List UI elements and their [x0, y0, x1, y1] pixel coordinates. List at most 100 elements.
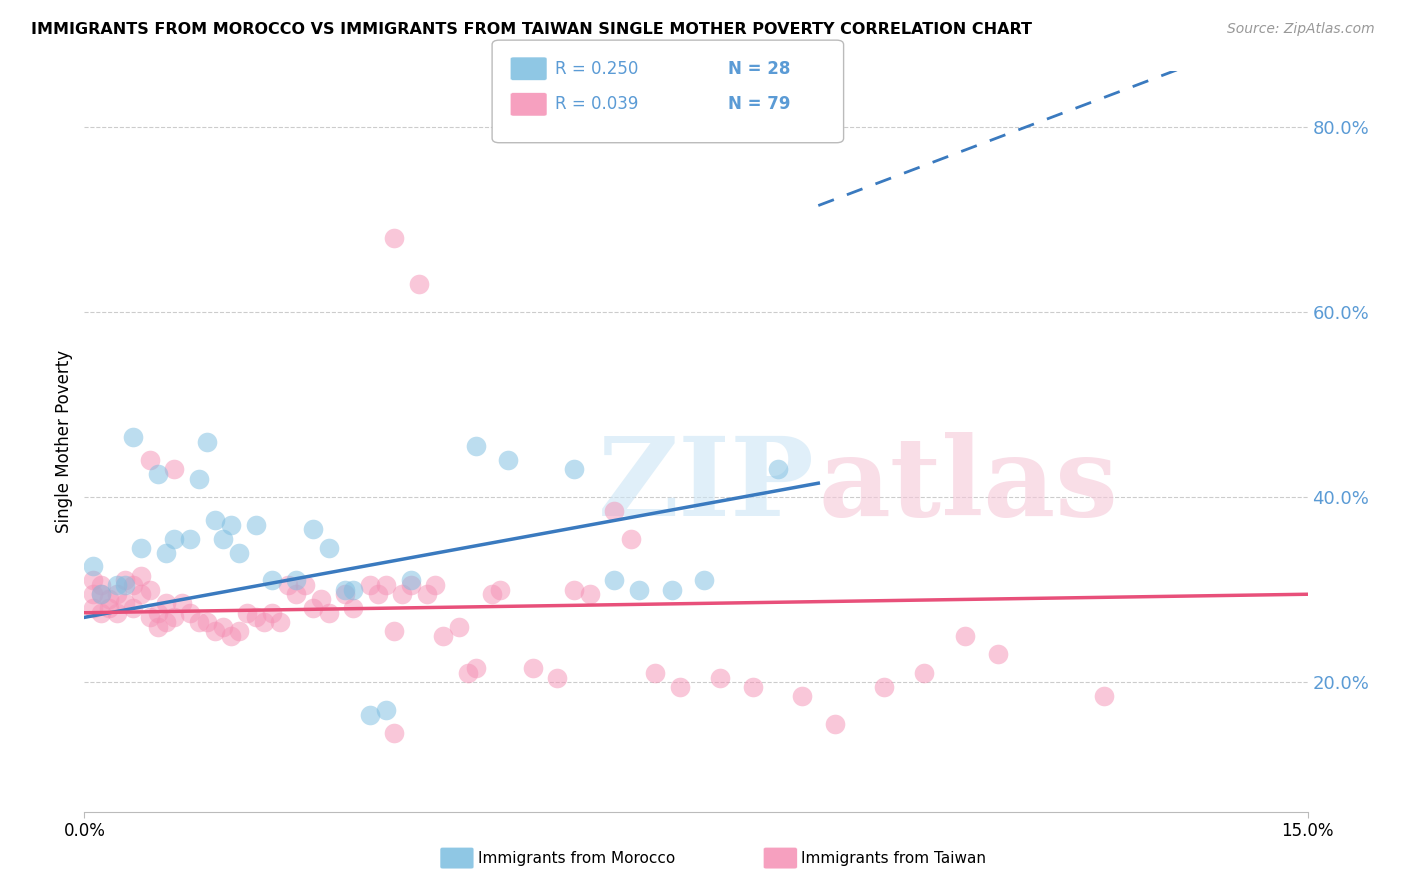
Point [416, 587, 439, 601]
Point [131, 587, 153, 601]
Point [172, 597, 194, 611]
Point [228, 545, 250, 560]
Point [138, 610, 160, 624]
Point [375, 578, 398, 592]
Point [285, 587, 308, 601]
Point [399, 574, 422, 588]
Point [195, 615, 218, 629]
Y-axis label: Single Mother Poverty: Single Mother Poverty [55, 350, 73, 533]
Point [335, 587, 357, 601]
Point [204, 624, 226, 639]
Point [335, 582, 357, 597]
Point [253, 615, 276, 629]
Point [457, 665, 479, 680]
Point [105, 578, 128, 592]
Point [603, 574, 626, 588]
Point [620, 532, 643, 546]
Point [105, 606, 128, 620]
Point [709, 671, 731, 685]
Point [163, 610, 186, 624]
Point [464, 439, 486, 453]
Point [245, 610, 267, 624]
Point [187, 615, 209, 629]
Point [122, 430, 145, 444]
Point [294, 578, 316, 592]
Point [301, 601, 323, 615]
Point [163, 462, 186, 476]
Point [138, 582, 160, 597]
Point [391, 587, 413, 601]
Point [498, 453, 520, 467]
Point [228, 624, 250, 639]
Point [204, 513, 226, 527]
Point [114, 578, 136, 592]
Point [742, 680, 765, 694]
Point [245, 517, 267, 532]
Point [269, 615, 291, 629]
Point [318, 541, 340, 555]
Point [367, 587, 389, 601]
Point [603, 504, 626, 518]
Point [309, 591, 332, 606]
Point [90, 587, 112, 601]
Point [285, 574, 308, 588]
Point [579, 587, 602, 601]
Point [260, 574, 283, 588]
Point [399, 578, 422, 592]
Point [155, 597, 177, 611]
Point [382, 624, 405, 639]
Point [90, 587, 112, 601]
Point [155, 545, 177, 560]
Point [489, 582, 512, 597]
Text: atlas: atlas [818, 433, 1118, 540]
Text: N = 79: N = 79 [728, 95, 790, 113]
Point [375, 703, 398, 717]
Text: ZIP: ZIP [598, 433, 815, 540]
Point [114, 574, 136, 588]
Point [97, 601, 120, 615]
Point [97, 591, 120, 606]
Point [342, 582, 364, 597]
Point [693, 574, 716, 588]
Point [82, 587, 104, 601]
Point [382, 726, 405, 740]
Point [301, 523, 323, 537]
Point [187, 471, 209, 485]
Point [131, 541, 153, 555]
Point [953, 629, 976, 643]
Text: Immigrants from Morocco: Immigrants from Morocco [478, 851, 675, 865]
Point [872, 680, 894, 694]
Point [219, 629, 242, 643]
Point [661, 582, 683, 597]
Point [464, 661, 486, 675]
Text: Immigrants from Taiwan: Immigrants from Taiwan [801, 851, 987, 865]
Point [318, 606, 340, 620]
Point [163, 532, 186, 546]
Point [1092, 689, 1115, 703]
Point [562, 462, 585, 476]
Point [122, 578, 145, 592]
Point [105, 587, 128, 601]
Text: R = 0.039: R = 0.039 [555, 95, 638, 113]
Point [260, 606, 283, 620]
Point [277, 578, 299, 592]
Point [562, 582, 585, 597]
Point [146, 467, 169, 481]
Point [155, 615, 177, 629]
Point [236, 606, 259, 620]
Point [212, 619, 235, 633]
Text: N = 28: N = 28 [728, 60, 790, 78]
Text: Source: ZipAtlas.com: Source: ZipAtlas.com [1227, 22, 1375, 37]
Point [449, 619, 471, 633]
Point [790, 689, 813, 703]
Point [359, 707, 381, 722]
Point [481, 587, 503, 601]
Point [212, 532, 235, 546]
Point [912, 665, 935, 680]
Point [359, 578, 381, 592]
Point [546, 671, 568, 685]
Point [90, 578, 112, 592]
Point [122, 601, 145, 615]
Point [382, 231, 405, 245]
Point [219, 517, 242, 532]
